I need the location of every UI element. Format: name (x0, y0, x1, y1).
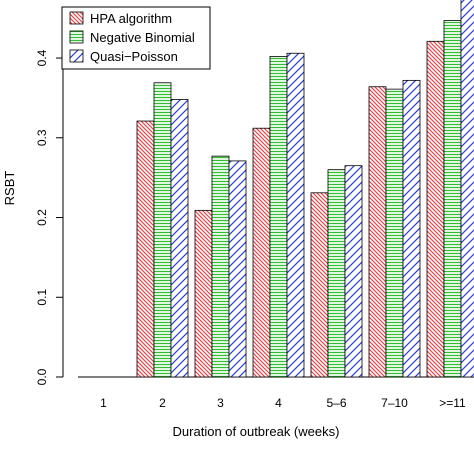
x-tick-label: 1 (100, 396, 107, 410)
y-axis-label: RSBT (2, 171, 17, 206)
legend-swatch-hpa (69, 11, 84, 25)
bar (310, 192, 329, 378)
legend-swatch-negbin (69, 30, 84, 44)
x-tick-label: 2 (159, 396, 166, 410)
y-tick-label: 0.0 (35, 368, 49, 385)
x-axis-label: Duration of outbreak (weeks) (173, 424, 340, 439)
legend: HPA algorithm Negative Binomial Quasi−Po… (61, 6, 211, 70)
legend-label-quasipoisson: Quasi−Poisson (90, 49, 178, 64)
y-tick-label: 0.2 (35, 209, 49, 226)
y-tick-label: 0.1 (35, 289, 49, 306)
bar (194, 209, 213, 378)
bar (327, 169, 346, 378)
y-tick-label: 0.3 (35, 129, 49, 146)
bar (385, 88, 404, 378)
legend-box (61, 6, 211, 70)
x-tick-label: 7–10 (381, 396, 408, 410)
bar (443, 20, 462, 378)
bar (211, 155, 230, 378)
bar (153, 82, 172, 378)
x-tick-label: >=11 (439, 396, 466, 410)
bar (136, 120, 155, 378)
x-tick-label: 5–6 (326, 396, 346, 410)
legend-swatch-quasipoisson (69, 49, 84, 63)
bar (402, 79, 421, 378)
y-tick-label: 0.4 (35, 49, 49, 66)
bar (170, 99, 189, 378)
bar (228, 160, 247, 378)
x-tick-label: 3 (217, 396, 224, 410)
legend-label-hpa: HPA algorithm (90, 11, 172, 26)
bar (368, 86, 387, 378)
bar (426, 40, 445, 378)
bar (460, 0, 474, 378)
x-tick-label: 4 (275, 396, 282, 410)
legend-label-negbin: Negative Binomial (90, 30, 195, 45)
bar (252, 127, 271, 378)
bar (286, 52, 305, 378)
bar (269, 56, 288, 378)
bar (344, 165, 363, 378)
